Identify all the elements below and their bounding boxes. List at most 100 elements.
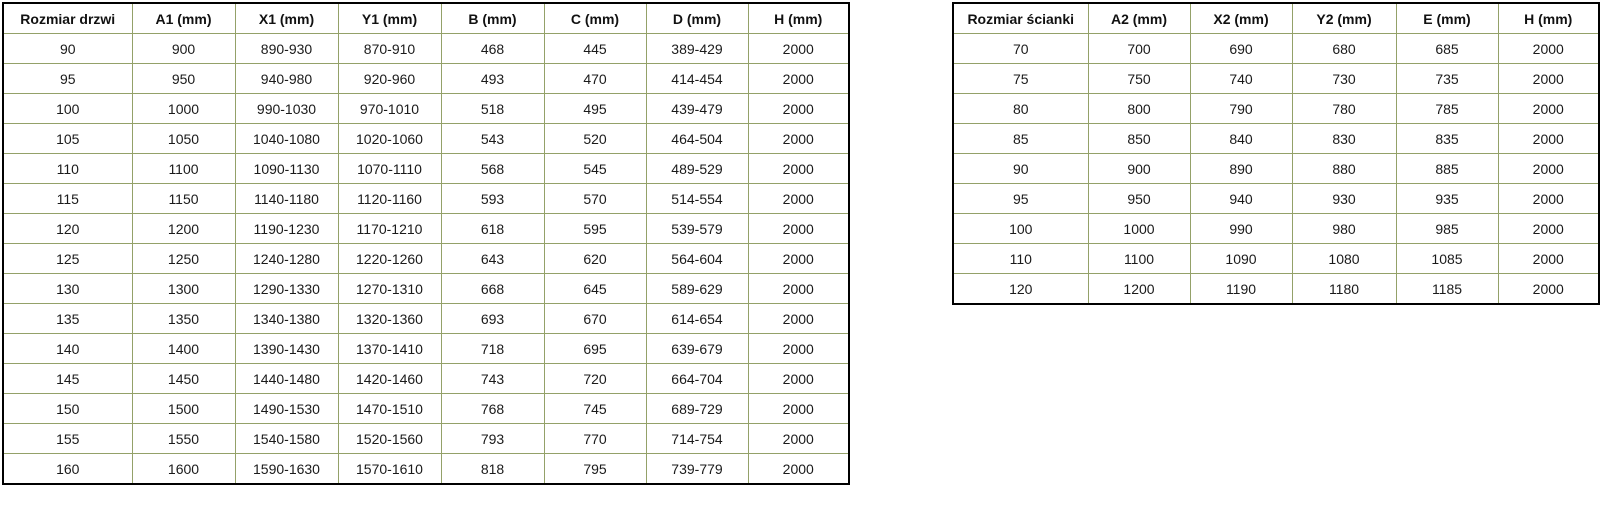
table-cell: 714-754 xyxy=(645,423,749,454)
table-cell: 595 xyxy=(543,213,647,244)
table-cell: 2000 xyxy=(747,363,850,394)
header-row: Rozmiar ścianki A2 (mm) X2 (mm) Y2 (mm) E (m… xyxy=(952,2,1600,34)
table-row: 105 1050 1040-1080 1020-1060 543 520 464-504 20… xyxy=(2,123,850,154)
table-cell: 105 xyxy=(2,123,133,154)
table-cell: 2000 xyxy=(747,243,850,274)
table-cell: 1220-1260 xyxy=(337,243,442,274)
table-cell: 80 xyxy=(952,93,1089,124)
table-cell: 2000 xyxy=(747,63,850,94)
column-header: B (mm) xyxy=(440,2,545,34)
table-cell: 693 xyxy=(440,303,545,334)
table-cell: 689-729 xyxy=(645,393,749,424)
table-cell: 1100 xyxy=(131,153,236,184)
table-cell: 2000 xyxy=(747,423,850,454)
table-cell: 2000 xyxy=(1497,273,1600,305)
table-cell: 2000 xyxy=(1497,33,1600,64)
table-cell: 1000 xyxy=(1087,213,1191,244)
table-cell: 464-504 xyxy=(645,123,749,154)
table-cell: 1440-1480 xyxy=(234,363,339,394)
table-cell: 1270-1310 xyxy=(337,273,442,304)
table-cell: 2000 xyxy=(747,393,850,424)
table-cell: 1070-1110 xyxy=(337,153,442,184)
table-cell: 1185 xyxy=(1395,273,1499,305)
table-cell: 1550 xyxy=(131,423,236,454)
table-cell: 545 xyxy=(543,153,647,184)
table-cell: 100 xyxy=(952,213,1089,244)
table-cell: 685 xyxy=(1395,33,1499,64)
table-cell: 980 xyxy=(1291,213,1397,244)
table-cell: 2000 xyxy=(1497,243,1600,274)
table-row: 140 1400 1390-1430 1370-1410 718 695 639-679 20… xyxy=(2,333,850,364)
table-cell: 2000 xyxy=(1497,153,1600,184)
table-cell: 570 xyxy=(543,183,647,214)
table-cell: 1150 xyxy=(131,183,236,214)
table-cell: 1090 xyxy=(1189,243,1293,274)
table-cell: 720 xyxy=(543,363,647,394)
table-cell: 110 xyxy=(952,243,1089,274)
table-cell: 520 xyxy=(543,123,647,154)
table-cell: 1370-1410 xyxy=(337,333,442,364)
table-cell: 543 xyxy=(440,123,545,154)
table-row: 95 950 940 930 935 2000 xyxy=(952,183,1600,214)
column-header: H (mm) xyxy=(1497,2,1600,34)
table-cell: 690 xyxy=(1189,33,1293,64)
table-cell: 1180 xyxy=(1291,273,1397,305)
table-cell: 589-629 xyxy=(645,273,749,304)
column-header: Rozmiar drzwi xyxy=(2,2,133,34)
table-row: 70 700 690 680 685 2000 xyxy=(952,33,1600,64)
table-cell: 1190-1230 xyxy=(234,213,339,244)
table-cell: 155 xyxy=(2,423,133,454)
table-cell: 700 xyxy=(1087,33,1191,64)
table-cell: 470 xyxy=(543,63,647,94)
table-cell: 85 xyxy=(952,123,1089,154)
table-cell: 664-704 xyxy=(645,363,749,394)
table-row: 135 1350 1340-1380 1320-1360 693 670 614-654 20… xyxy=(2,303,850,334)
table-cell: 2000 xyxy=(747,33,850,64)
table-cell: 2000 xyxy=(747,153,850,184)
table-cell: 1490-1530 xyxy=(234,393,339,424)
table-cell: 780 xyxy=(1291,93,1397,124)
table-cell: 890 xyxy=(1189,153,1293,184)
column-header: X1 (mm) xyxy=(234,2,339,34)
column-header: A2 (mm) xyxy=(1087,2,1191,34)
table-row: 100 1000 990-1030 970-1010 518 495 439-479 2000 xyxy=(2,93,850,124)
table-cell: 900 xyxy=(131,33,236,64)
table-row: 120 1200 1190 1180 1185 2000 xyxy=(952,273,1600,305)
table-cell: 618 xyxy=(440,213,545,244)
column-header: X2 (mm) xyxy=(1189,2,1293,34)
table-cell: 2000 xyxy=(747,453,850,485)
table-cell: 389-429 xyxy=(645,33,749,64)
table-cell: 785 xyxy=(1395,93,1499,124)
table-cell: 739-779 xyxy=(645,453,749,485)
table-cell: 935 xyxy=(1395,183,1499,214)
table-row: 130 1300 1290-1330 1270-1310 668 645 589-629 20… xyxy=(2,273,850,304)
table-row: 155 1550 1540-1580 1520-1560 793 770 714-754 20… xyxy=(2,423,850,454)
column-header: E (mm) xyxy=(1395,2,1499,34)
table-cell: 593 xyxy=(440,183,545,214)
table-row: 95 950 940-980 920-960 493 470 414-454 2000 xyxy=(2,63,850,94)
table-cell: 90 xyxy=(2,33,133,64)
table-cell: 900 xyxy=(1087,153,1191,184)
table-row: 160 1600 1590-1630 1570-1610 818 795 739-779 20… xyxy=(2,453,850,485)
table-cell: 125 xyxy=(2,243,133,274)
table-cell: 743 xyxy=(440,363,545,394)
table-cell: 495 xyxy=(543,93,647,124)
table-cell: 2000 xyxy=(747,273,850,304)
table-cell: 414-454 xyxy=(645,63,749,94)
column-header: D (mm) xyxy=(645,2,749,34)
door-size-table: Rozmiar drzwi A1 (mm) X1 (mm) Y1 (mm) B (mm)… xyxy=(2,2,850,485)
table-cell: 695 xyxy=(543,333,647,364)
table-cell: 643 xyxy=(440,243,545,274)
table-row: 150 1500 1490-1530 1470-1510 768 745 689-729 20… xyxy=(2,393,850,424)
table-cell: 70 xyxy=(952,33,1089,64)
table-cell: 518 xyxy=(440,93,545,124)
table-cell: 990 xyxy=(1189,213,1293,244)
table-cell: 940-980 xyxy=(234,63,339,94)
table-cell: 1450 xyxy=(131,363,236,394)
table-cell: 1120-1160 xyxy=(337,183,442,214)
table-cell: 840 xyxy=(1189,123,1293,154)
table-cell: 1000 xyxy=(131,93,236,124)
table-cell: 568 xyxy=(440,153,545,184)
column-header: C (mm) xyxy=(543,2,647,34)
table-cell: 1340-1380 xyxy=(234,303,339,334)
